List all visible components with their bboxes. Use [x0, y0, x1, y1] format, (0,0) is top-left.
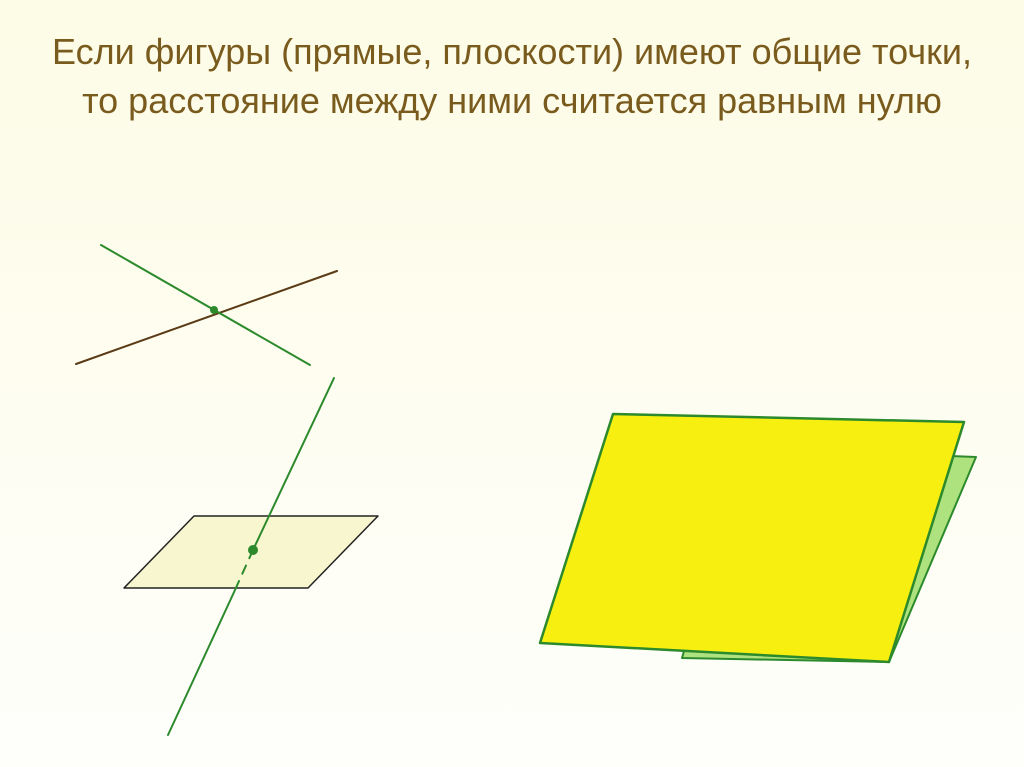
line-brown — [76, 271, 337, 364]
figure-line-plane — [124, 378, 378, 735]
figure-two-lines — [76, 245, 337, 365]
figure-two-planes — [540, 414, 976, 662]
plane-front-yellow — [540, 414, 964, 662]
line-green — [101, 245, 310, 365]
line-through-plane-bottom — [168, 590, 235, 735]
diagram-stage — [0, 0, 1024, 767]
pierce-point-icon — [248, 545, 258, 555]
slide: Если фигуры (прямые, плоскости) имеют об… — [0, 0, 1024, 767]
intersection-point-icon — [210, 306, 218, 314]
